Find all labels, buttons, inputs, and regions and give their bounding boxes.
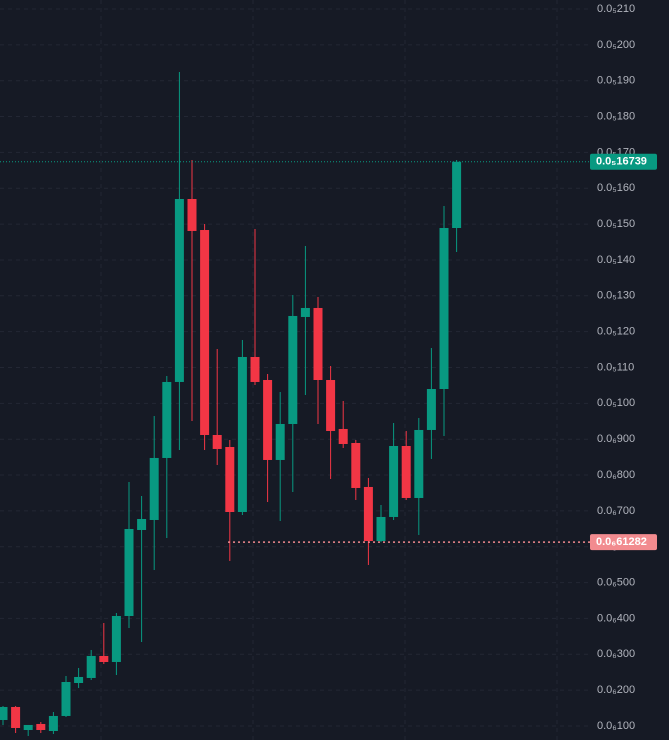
candle-body [401,446,411,498]
candle-body [11,706,21,728]
y-tick-label: 0.0₅160 [597,182,635,194]
candle-body [414,429,424,498]
candle-body [426,389,436,430]
y-tick-label: 0.0₅190 [597,75,635,87]
candle-body [212,434,222,449]
y-tick-label: 0.0₅120 [597,326,635,338]
candle-body [338,428,348,444]
low-price-tag [590,534,657,551]
y-tick-label: 0.0₆100 [597,720,635,732]
y-tick-label: 0.0₅100 [597,397,635,409]
y-tick-label: 0.0₆500 [597,576,635,588]
last-price-tag [590,153,657,170]
y-tick-label: 0.0₆300 [597,648,635,660]
candle-body [149,457,159,520]
candle-body [48,715,58,732]
candle-body [187,198,197,231]
candle-body [225,447,235,512]
candle-body [351,442,361,488]
candle-body [124,528,134,616]
candle-body [74,676,84,683]
candle-body [250,356,260,382]
candle-body [452,161,462,229]
y-tick-label: 0.0₆900 [597,433,635,445]
candle-body [174,198,184,382]
y-tick-label: 0.0₆200 [597,684,635,696]
candle-body [275,423,285,460]
y-tick-label: 0.0₆400 [597,612,635,624]
low-price-label: 0.0₆61282 [596,536,647,548]
y-tick-label: 0.0₆700 [597,505,635,517]
candle-body [263,380,273,460]
candle-body [376,516,386,542]
candle-body [23,724,33,730]
candle-body [326,380,336,431]
last-price-label: 0.0₅16739 [596,156,647,168]
candle-body [313,307,323,381]
y-tick-label: 0.0₅130 [597,290,635,302]
candle-body [288,315,298,424]
y-tick-label: 0.0₅210 [597,3,635,15]
candle-body [439,228,449,390]
candle-body [61,681,71,716]
y-tick-label: 0.0₆800 [597,469,635,481]
candle-body [36,723,46,730]
candle-body [200,230,210,435]
candle-body [237,356,247,512]
candle-body [111,615,121,662]
candle-body [99,655,109,662]
y-tick-label: 0.0₅110 [597,361,634,373]
y-tick-label: 0.0₅180 [597,110,635,122]
candle-body [137,518,147,530]
candle-body [389,446,399,517]
candle-body [162,381,172,458]
candle-body [0,706,8,720]
candle-body [86,655,96,678]
y-tick-label: 0.0₅140 [597,254,635,266]
y-tick-label: 0.0₅200 [597,39,635,51]
candle-body [300,307,310,317]
y-tick-label: 0.0₅150 [597,218,635,230]
candle-body [363,486,373,542]
